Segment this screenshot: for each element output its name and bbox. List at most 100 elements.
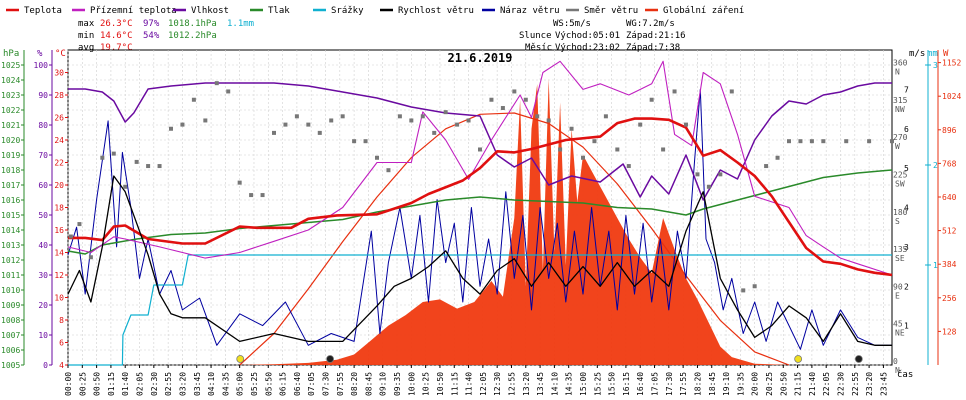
- wind-direction-dot: [729, 89, 734, 94]
- dir-tick-label: SE: [895, 254, 905, 263]
- hpa-tick-label: 1012: [1, 256, 20, 265]
- x-tick-label: 19:35: [736, 372, 745, 396]
- wind-direction-dot: [867, 139, 872, 144]
- legend-label: Vlhkost: [191, 6, 229, 16]
- x-tick-label: 12:05: [479, 372, 488, 396]
- info-sunset: Západ:21:16: [626, 31, 686, 41]
- temp-tick-label: 16: [54, 226, 64, 235]
- wind-direction-dot: [535, 114, 540, 119]
- hpa-tick-label: 1010: [1, 286, 20, 295]
- hpa-tick-label: 1022: [1, 106, 20, 115]
- stat-rain: 1.1mm: [227, 19, 254, 29]
- wind-direction-dot: [661, 147, 666, 152]
- wind-direction-dot: [397, 114, 402, 119]
- hpa-tick-label: 1014: [1, 226, 20, 235]
- series-rychlost-v-tru: [67, 175, 892, 346]
- series-n-raz-v-tru: [67, 88, 892, 350]
- w-tick-label: 768: [942, 159, 957, 168]
- w-tick-label: 1152: [942, 59, 961, 68]
- x-tick-label: 20:25: [765, 372, 774, 396]
- mm-tick-label: 3: [933, 61, 938, 70]
- x-tick-label: 07:05: [307, 372, 316, 396]
- wind-direction-dot: [226, 89, 231, 94]
- w-tick-label: 640: [942, 193, 957, 202]
- hpa-tick-label: 1024: [1, 76, 20, 85]
- x-tick-label: 12:30: [493, 372, 502, 396]
- wind-direction-dot: [169, 126, 173, 131]
- wind-direction-dot: [569, 126, 574, 131]
- x-tick-label: 21:40: [808, 372, 817, 396]
- mm-axis-unit: mm: [927, 49, 938, 59]
- wind-direction-dot: [649, 97, 654, 102]
- x-tick-label: 14:10: [550, 372, 559, 396]
- wind-direction-dot: [68, 234, 73, 239]
- wind-direction-dot: [386, 168, 391, 173]
- mm-tick-label: 1: [933, 261, 938, 270]
- legend: Teplota Přízemní teplota Vlhkost Tlak Srážky…: [6, 6, 744, 16]
- wind-direction-dot: [260, 193, 265, 198]
- ms-axis-unit: m/s: [909, 49, 925, 59]
- wind-direction-dot: [603, 114, 608, 119]
- wind-direction-dot: [489, 97, 494, 102]
- dir-tick-deg: 90: [893, 282, 903, 291]
- ms-tick-label: 3: [904, 243, 909, 252]
- ms-tick-label: 7: [904, 85, 909, 94]
- x-tick-label: 08:45: [364, 372, 373, 396]
- x-tick-label: 09:35: [393, 372, 402, 396]
- moonset-marker: [326, 355, 334, 363]
- wind-direction-dot: [191, 97, 196, 102]
- dir-tick-deg: 45: [893, 320, 903, 329]
- temp-tick-label: 8: [59, 316, 64, 325]
- stat-hum-min: 54%: [143, 31, 160, 41]
- wind-direction-dot: [615, 147, 620, 152]
- ms-tick-label: 4: [904, 204, 909, 213]
- series-teplota: [68, 117, 893, 277]
- dir-tick-deg: 225: [893, 170, 908, 179]
- temp-tick-label: 4: [59, 361, 64, 370]
- wind-direction-dot: [111, 151, 116, 156]
- legend-label: Globální záření: [663, 6, 744, 16]
- info-block: WS:5m/s WG:7.2m/s Slunce Východ:05:01 Západ:…: [519, 19, 686, 53]
- wind-direction-dot: [718, 172, 723, 177]
- hpa-tick-label: 1025: [1, 61, 20, 70]
- dir-tick-label: S: [895, 217, 900, 226]
- series-vlhkost: [68, 82, 892, 201]
- pct-tick-label: 60: [38, 181, 48, 190]
- wind-direction-dot: [420, 114, 425, 119]
- temp-tick-label: 24: [54, 136, 64, 145]
- x-tick-label: 07:55: [336, 372, 345, 396]
- x-tick-label: 12:55: [507, 372, 516, 396]
- hpa-tick-label: 1013: [1, 241, 20, 250]
- dir-tick-deg: 180: [893, 208, 908, 217]
- wind-direction-dot: [844, 139, 849, 144]
- stats-block: max 26.3°C 97% 1018.1hPa 1.1mm min 14.6°C 54% 10…: [78, 19, 254, 53]
- x-tick-label: 15:25: [593, 372, 602, 396]
- stat-temp-avg: 19.7°C: [100, 43, 133, 53]
- wind-direction-dot: [317, 130, 322, 135]
- wind-direction-dot: [363, 139, 368, 144]
- wind-direction-dot: [741, 288, 746, 293]
- wind-direction-dot: [340, 114, 345, 119]
- wind-direction-dot: [77, 222, 82, 227]
- stat-label: min: [78, 31, 94, 41]
- moonrise-marker: [854, 355, 863, 363]
- wind-direction-dot: [272, 130, 276, 135]
- wind-direction-dot: [466, 118, 471, 123]
- x-tick-label: 10:00: [407, 372, 416, 396]
- series-layer: [67, 60, 893, 366]
- x-tick-label: 07:30: [322, 372, 331, 396]
- wind-direction-dot: [352, 139, 357, 144]
- wind-direction-dot: [638, 122, 643, 127]
- radiation-fill: [239, 78, 789, 366]
- pct-axis-unit: %: [37, 49, 43, 59]
- ms-tick-label: 2: [904, 282, 909, 291]
- x-tick-label: 18:20: [693, 372, 702, 396]
- wind-direction-dot: [294, 114, 299, 119]
- x-tick-label: 23:20: [865, 372, 874, 396]
- wind-direction-dot: [787, 139, 791, 144]
- wind-direction-dot: [592, 139, 597, 144]
- x-tick-label: 21:15: [794, 372, 803, 396]
- temp-axis-unit: °C: [55, 49, 66, 59]
- stat-hum-max: 97%: [143, 19, 160, 29]
